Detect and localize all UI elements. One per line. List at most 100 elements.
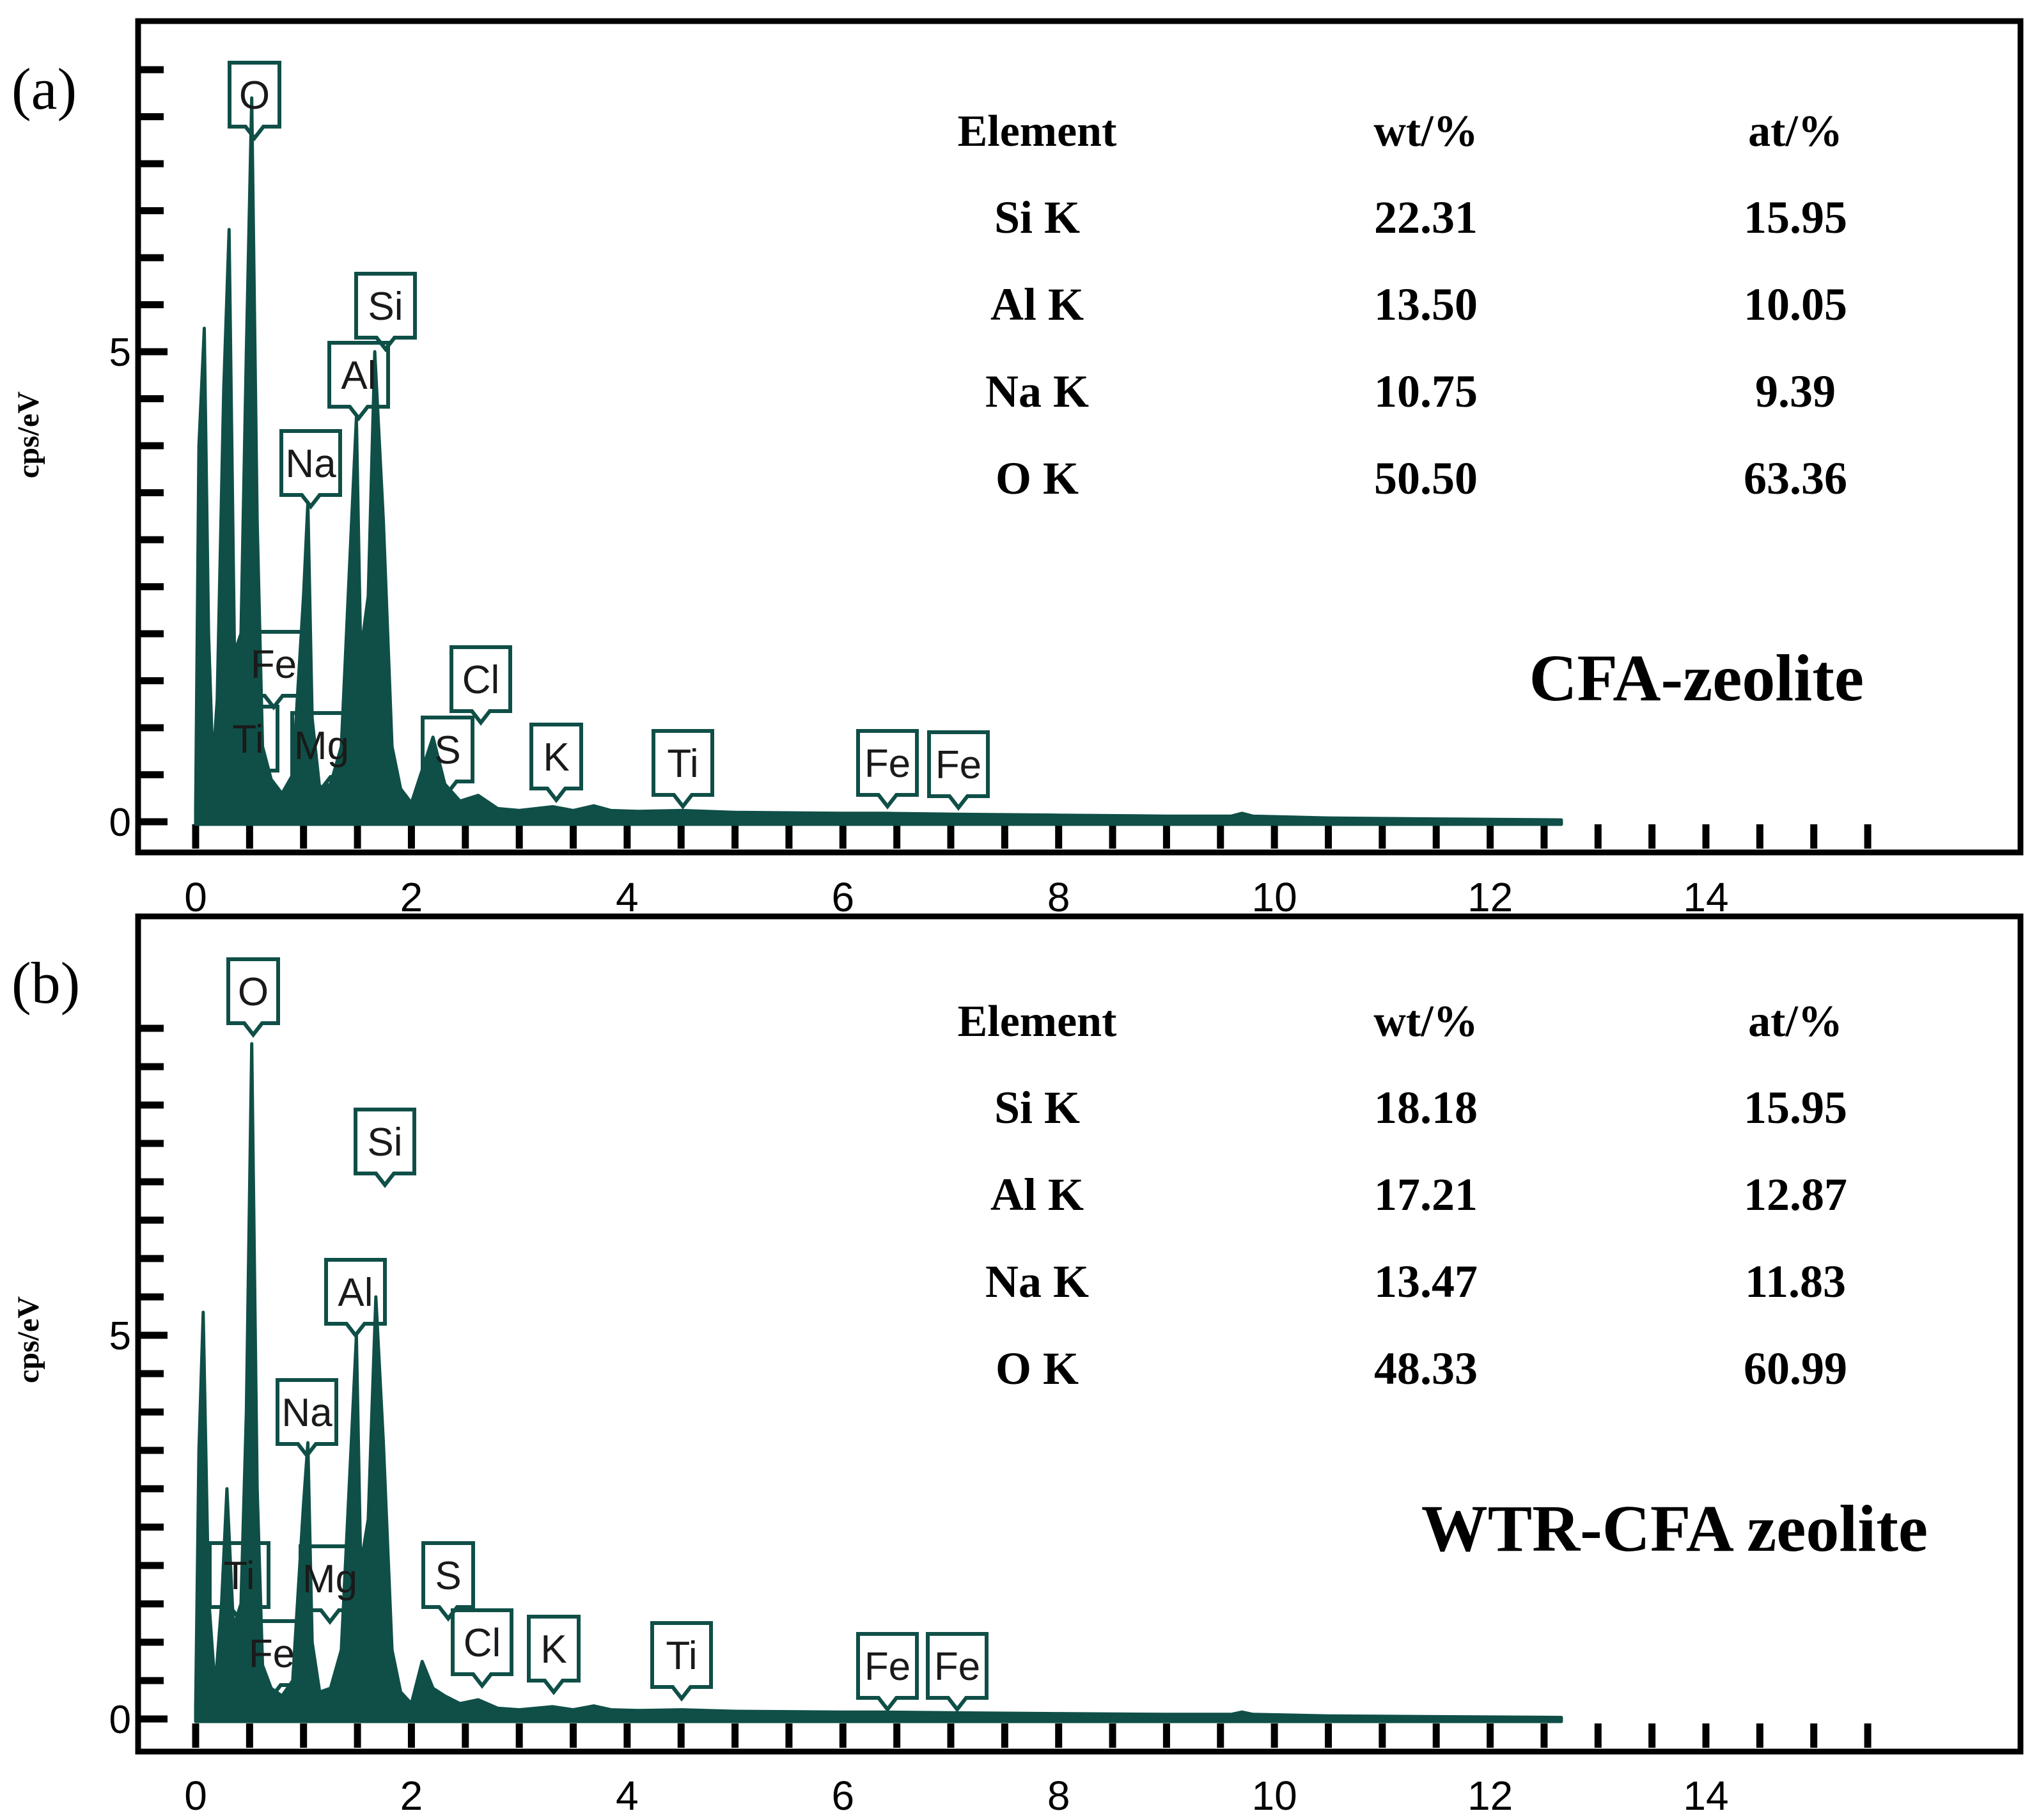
peak-label: Cl bbox=[464, 1621, 501, 1665]
peak-callout: Cl bbox=[449, 645, 512, 726]
plot-frame bbox=[135, 913, 2024, 1755]
peak-callout-box bbox=[449, 645, 512, 726]
peak-label: Fe bbox=[251, 643, 297, 687]
table-cell: 18.18 bbox=[1374, 1082, 1478, 1133]
peak-label: Fe bbox=[934, 1645, 980, 1689]
peak-callout: Na bbox=[279, 429, 342, 510]
y-tick-label: 0 bbox=[109, 801, 131, 845]
peak-callout-box bbox=[856, 729, 919, 810]
peak-label: Al bbox=[341, 354, 376, 398]
peak-callout-box bbox=[529, 723, 583, 803]
peak-callout: Fe bbox=[856, 1632, 919, 1713]
peak-label: Fe bbox=[864, 742, 910, 786]
peak-callout-box bbox=[279, 429, 342, 510]
peak-label: S bbox=[434, 728, 460, 773]
peak-label: Na bbox=[281, 1391, 332, 1435]
peak-callout-box bbox=[354, 1108, 416, 1188]
peak-label: Fe bbox=[249, 1632, 295, 1676]
table-cell: O K bbox=[996, 1343, 1079, 1394]
peak-callout-box bbox=[217, 705, 279, 785]
peak-callout: Fe bbox=[926, 1632, 989, 1713]
panel-b: (b) cps/eV 0 5 0 2 4 6 8 10 12 14 O Si Al Na Ti Mg S Fe Cl K T… bbox=[12, 913, 2024, 1819]
peak-callout: Al bbox=[327, 341, 390, 421]
peak-callout-box bbox=[208, 1541, 270, 1622]
peak-label: S bbox=[435, 1554, 461, 1598]
peak-label: Ti bbox=[223, 1554, 254, 1598]
table-cell: 63.36 bbox=[1744, 453, 1847, 504]
peak-callout-box bbox=[324, 1258, 387, 1338]
peak-label: Mg bbox=[294, 724, 349, 768]
peak-callout-box bbox=[527, 1615, 581, 1695]
peak-callout: Cl bbox=[451, 1608, 513, 1689]
x-tick-label: 10 bbox=[1252, 1773, 1297, 1819]
x-tick-label: 8 bbox=[1047, 874, 1070, 920]
peak-callout: O bbox=[228, 61, 281, 141]
table-cell: 17.21 bbox=[1374, 1169, 1478, 1220]
table-header: Element bbox=[958, 997, 1117, 1046]
peak-label: Mg bbox=[302, 1557, 357, 1601]
table-cell: Na K bbox=[985, 1256, 1089, 1307]
plot-frame bbox=[135, 18, 2024, 856]
composition-table: Element wt/% at/% Si K 18.18 15.95 Al K 17.21 12… bbox=[958, 997, 1847, 1394]
x-tick-label: 2 bbox=[400, 1773, 423, 1819]
sample-title: WTR-CFA zeolite bbox=[1421, 1492, 1928, 1565]
table-cell: 9.39 bbox=[1755, 366, 1836, 417]
peak-callout: Ti bbox=[652, 729, 714, 810]
x-tick-label: 6 bbox=[831, 874, 854, 920]
spectrum-area bbox=[194, 96, 1563, 826]
x-tick-label: 12 bbox=[1467, 1773, 1513, 1819]
peak-callout: K bbox=[527, 1615, 581, 1695]
table-header: at/% bbox=[1748, 997, 1843, 1046]
table-cell: Si K bbox=[994, 192, 1080, 243]
peak-callout: Mg bbox=[290, 711, 353, 792]
peak-callout-box bbox=[421, 716, 474, 796]
x-tick-label: 0 bbox=[184, 1773, 207, 1819]
peak-callout-box bbox=[226, 957, 280, 1038]
table-cell: Si K bbox=[994, 1082, 1080, 1133]
table-cell: Na K bbox=[985, 366, 1089, 417]
table-cell: 15.95 bbox=[1744, 1082, 1847, 1133]
table-header: wt/% bbox=[1373, 997, 1478, 1046]
peak-callout-box bbox=[927, 730, 990, 811]
peak-label: Ti bbox=[667, 742, 698, 786]
peak-label: Si bbox=[367, 1120, 402, 1165]
table-cell: Al K bbox=[990, 279, 1084, 330]
peak-callout: Si bbox=[354, 1108, 416, 1188]
spectrum-area bbox=[194, 1042, 1563, 1723]
peak-label: Si bbox=[368, 285, 403, 329]
peak-callout: Ti bbox=[208, 1541, 270, 1622]
peak-callout: Fe bbox=[240, 1619, 303, 1700]
peak-callout-box bbox=[856, 1632, 919, 1713]
x-tick-label: 14 bbox=[1683, 1773, 1728, 1819]
peak-label: O bbox=[238, 970, 269, 1014]
peak-callout-box bbox=[926, 1632, 989, 1713]
peak-label: K bbox=[540, 1628, 567, 1672]
y-axis-label: cps/eV bbox=[12, 391, 45, 478]
peak-callout-box bbox=[240, 1619, 303, 1700]
x-tick-label: 12 bbox=[1467, 874, 1513, 920]
table-cell: 15.95 bbox=[1744, 192, 1847, 243]
panel-label: (a) bbox=[12, 56, 77, 122]
peak-callout: O bbox=[226, 957, 280, 1038]
table-cell: 48.33 bbox=[1374, 1343, 1478, 1394]
peak-callout: Mg bbox=[299, 1544, 361, 1625]
y-tick-label: 5 bbox=[109, 1314, 131, 1358]
peak-label: Al bbox=[338, 1271, 373, 1315]
table-cell: O K bbox=[996, 453, 1079, 504]
panel-label: (b) bbox=[12, 950, 80, 1016]
peak-callout: Na bbox=[276, 1378, 338, 1459]
table-cell: Al K bbox=[990, 1169, 1084, 1220]
peak-callout-box bbox=[290, 711, 353, 792]
table-cell: 60.99 bbox=[1744, 1343, 1847, 1394]
y-axis-label: cps/eV bbox=[12, 1296, 45, 1383]
peak-callout: K bbox=[529, 723, 583, 803]
peak-label: O bbox=[239, 74, 270, 118]
peak-callout-box bbox=[652, 729, 714, 810]
table-cell: 10.05 bbox=[1744, 279, 1847, 330]
y-tick-label: 0 bbox=[109, 1698, 131, 1742]
peak-label: K bbox=[543, 735, 569, 780]
peak-label: Ti bbox=[666, 1634, 697, 1678]
